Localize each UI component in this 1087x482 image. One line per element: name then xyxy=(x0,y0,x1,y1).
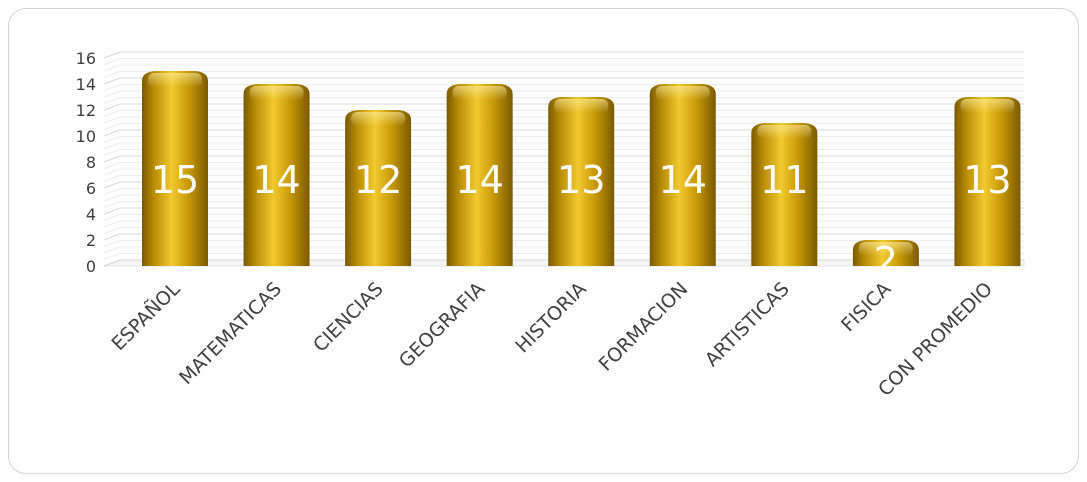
bar-2: 14 xyxy=(243,84,310,266)
gridline-side xyxy=(103,246,121,254)
bar-5: 13 xyxy=(548,97,615,266)
bar-value-label: 13 xyxy=(963,158,1011,202)
bar-body xyxy=(243,84,310,266)
bar-value-label: 12 xyxy=(354,158,402,202)
bar-value-label: 13 xyxy=(557,158,605,202)
bar-highlight xyxy=(249,86,304,100)
bar-value-label: 2 xyxy=(874,239,898,283)
gridline-side xyxy=(103,136,121,143)
x-tick-label: FISICA xyxy=(837,278,895,336)
x-tick-label: ARTISTICAS xyxy=(701,278,794,371)
x-tick-label: CIENCIAS xyxy=(309,278,388,357)
gridline-side xyxy=(103,149,121,156)
bar-value-label: 15 xyxy=(151,158,199,202)
y-tick-label: 8 xyxy=(86,153,96,172)
gridline-side xyxy=(103,51,121,59)
y-tick-label: 4 xyxy=(86,205,96,224)
gridline-side xyxy=(103,214,121,221)
gridline-side xyxy=(103,181,121,189)
bar-9: 13 xyxy=(954,97,1021,266)
x-tick-label: ESPAÑOL xyxy=(107,277,185,355)
gridline-side xyxy=(103,123,121,130)
x-tick-label: MATEMATICAS xyxy=(175,278,286,389)
bars: 15 14 12 14 13 14 11 2 13 xyxy=(142,71,1021,283)
gridline-side xyxy=(103,175,121,182)
bar-body xyxy=(142,71,208,266)
bar-value-label: 11 xyxy=(760,158,808,202)
gridline-side xyxy=(103,129,121,137)
bar-highlight xyxy=(757,125,812,139)
gridline-side xyxy=(103,188,121,195)
bar-highlight xyxy=(554,99,609,113)
bar-3: 12 xyxy=(345,110,412,266)
y-tick-label: 10 xyxy=(76,127,96,146)
gridline-side xyxy=(103,103,121,111)
gridline-side xyxy=(103,220,121,228)
bar-value-label: 14 xyxy=(252,158,300,202)
gridline-side xyxy=(103,90,121,98)
bar-highlight xyxy=(452,86,507,100)
gridline-side xyxy=(103,233,121,241)
gridline-side xyxy=(103,168,121,176)
bar-value-label: 14 xyxy=(659,158,707,202)
y-tick-label: 14 xyxy=(76,75,96,94)
bar-value-label: 14 xyxy=(455,158,503,202)
gridline-side xyxy=(103,253,121,260)
gridline-side xyxy=(103,227,121,234)
bar-1: 15 xyxy=(142,71,208,266)
y-tick-label: 16 xyxy=(76,49,96,68)
gridline-side xyxy=(103,64,121,72)
gridline-side xyxy=(103,259,121,267)
bar-body xyxy=(548,97,615,266)
gridline-side xyxy=(103,162,121,169)
bar-body xyxy=(649,84,716,266)
bar-highlight xyxy=(148,73,202,87)
bar-body xyxy=(751,123,818,266)
bar-body xyxy=(345,110,412,266)
gridline-side xyxy=(103,240,121,247)
y-tick-label: 6 xyxy=(86,179,96,198)
bar-7: 11 xyxy=(751,123,818,266)
gridline-side xyxy=(103,97,121,104)
x-tick-label: GEOGRAFIA xyxy=(395,278,489,372)
gridline-side xyxy=(103,142,121,150)
bar-highlight xyxy=(351,112,406,126)
y-axis: 0 2 4 6 8 10 12 14 16 xyxy=(76,49,96,276)
gridline-side xyxy=(103,77,121,85)
bar-8: 2 xyxy=(852,239,919,283)
gridline-side xyxy=(103,155,121,163)
gridline-side xyxy=(103,110,121,117)
y-tick-label: 0 xyxy=(86,257,96,276)
bar-6: 14 xyxy=(649,84,716,266)
x-tick-label: FORMACION xyxy=(595,278,693,376)
x-tick-label: CON PROMEDIO xyxy=(874,278,997,401)
gridline-side xyxy=(103,207,121,215)
bar-body xyxy=(446,84,513,266)
bar-body xyxy=(954,97,1021,266)
gridline-side xyxy=(103,116,121,124)
y-tick-label: 2 xyxy=(86,231,96,250)
bar-highlight xyxy=(655,86,710,100)
bar-highlight xyxy=(858,242,913,256)
gridline-side xyxy=(103,194,121,202)
gridline-side xyxy=(103,84,121,91)
gridline-side xyxy=(103,71,121,78)
bar-4: 14 xyxy=(446,84,513,266)
gridline-side xyxy=(103,58,121,65)
y-tick-label: 12 xyxy=(76,101,96,120)
x-tick-label: HISTORIA xyxy=(511,278,590,357)
gridline-side xyxy=(103,201,121,208)
bar-highlight xyxy=(960,99,1015,113)
